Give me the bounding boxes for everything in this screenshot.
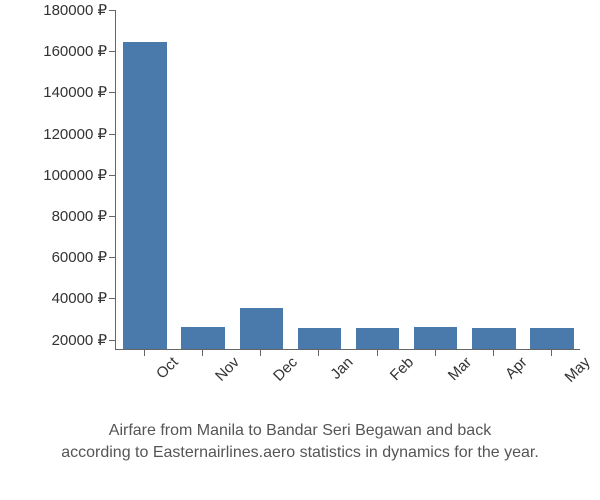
y-tick-label: 60000 ₽ <box>52 248 107 266</box>
x-tick-label: Nov <box>212 354 243 385</box>
caption-line1: Airfare from Manila to Bandar Seri Begaw… <box>109 422 491 439</box>
y-axis: 20000 ₽ 40000 ₽ 60000 ₽ 80000 ₽ 100000 ₽ 1200… <box>20 10 113 350</box>
x-tick-mark <box>551 350 552 356</box>
x-tick-label: May <box>561 354 593 386</box>
bar <box>240 308 284 349</box>
x-tick-mark <box>144 350 145 356</box>
y-tick-label: 180000 ₽ <box>43 1 107 19</box>
bar <box>530 328 574 349</box>
y-tick-label: 100000 ₽ <box>43 166 107 184</box>
x-tick-mark <box>377 350 378 356</box>
chart-container: 20000 ₽ 40000 ₽ 60000 ₽ 80000 ₽ 100000 ₽ 1200… <box>20 10 580 400</box>
bar <box>356 328 400 349</box>
x-tick-label: Feb <box>386 354 416 384</box>
caption-line2: according to Easternairlines.aero statis… <box>61 444 539 461</box>
bar <box>181 327 225 349</box>
y-tick-label: 120000 ₽ <box>43 125 107 143</box>
x-tick-label: Mar <box>444 354 474 384</box>
y-tick-label: 20000 ₽ <box>52 331 107 349</box>
bar <box>298 328 342 349</box>
x-tick-mark <box>202 350 203 356</box>
bar <box>123 42 167 349</box>
x-tick-mark <box>493 350 494 356</box>
x-tick-label: Jan <box>328 354 357 383</box>
x-tick-label: Dec <box>270 354 301 385</box>
x-tick-label: Apr <box>502 354 531 383</box>
y-tick-label: 40000 ₽ <box>52 289 107 307</box>
y-tick-label: 140000 ₽ <box>43 83 107 101</box>
x-tick-mark <box>435 350 436 356</box>
x-tick-label: Oct <box>153 354 182 383</box>
bar <box>472 328 516 349</box>
chart-caption: Airfare from Manila to Bandar Seri Begaw… <box>20 420 580 465</box>
plot-area <box>115 10 580 350</box>
y-tick-label: 160000 ₽ <box>43 42 107 60</box>
x-axis: OctNovDecJanFebMarAprMay <box>115 350 580 400</box>
bar <box>414 327 458 349</box>
x-tick-mark <box>260 350 261 356</box>
x-tick-mark <box>318 350 319 356</box>
y-tick-label: 80000 ₽ <box>52 207 107 225</box>
